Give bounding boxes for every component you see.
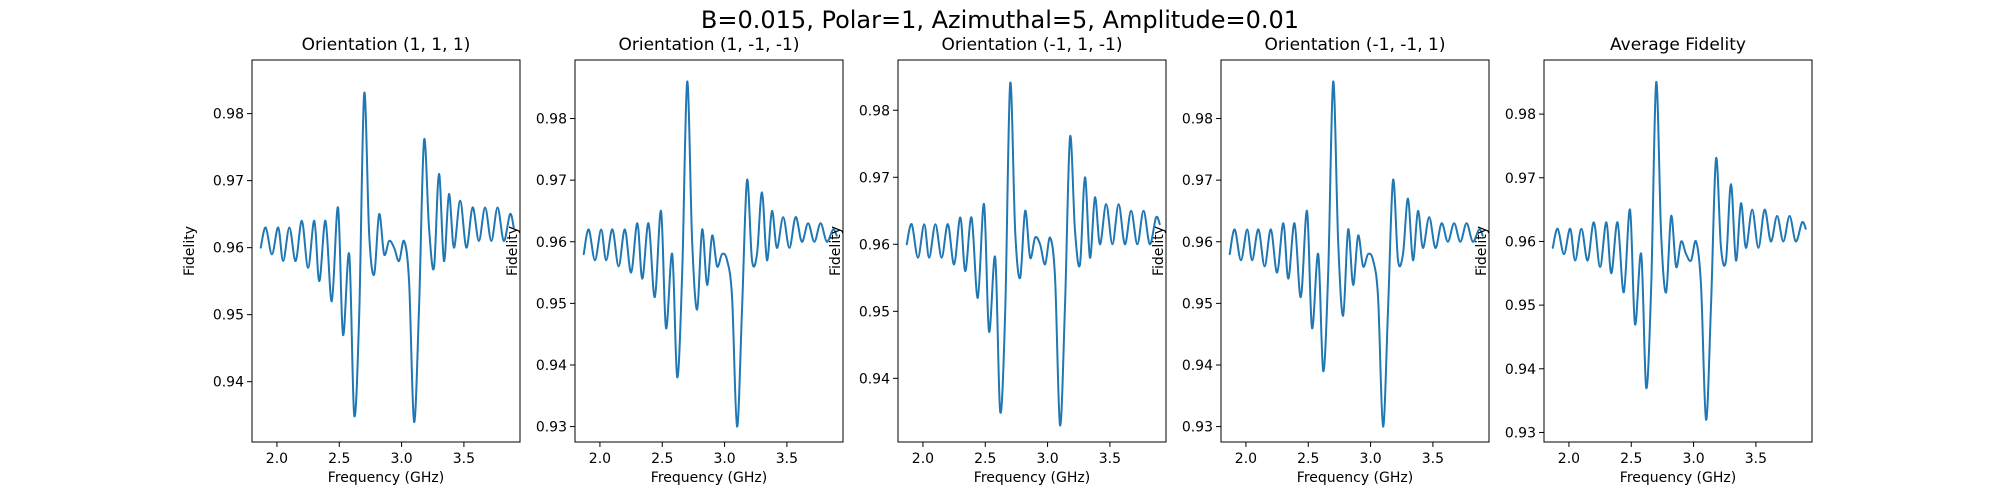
y-tick-label: 0.97 — [536, 173, 567, 189]
y-tick-label: 0.97 — [1182, 173, 1213, 189]
y-tick-label: 0.98 — [859, 103, 890, 119]
fidelity-line-series-1 — [905, 81, 1161, 427]
y-axis-label: Fidelity — [1151, 226, 1167, 276]
subplot-5: Average Fidelity 2.0 2.5 3.0 3.5 0.93 0.94 0.95… — [1474, 35, 1813, 486]
x-tick-label: 2.5 — [1297, 451, 1319, 467]
y-tick-label: 0.94 — [859, 371, 890, 387]
subplot-1: Orientation (1, 1, 1) 2.0 2.5 3.0 3.5 0.94 0.9… — [182, 35, 521, 486]
fidelity-line-series-1 — [1228, 80, 1484, 428]
y-tick-label: 0.94 — [1182, 358, 1213, 374]
y-tick-label: 0.96 — [213, 241, 244, 257]
subplot-title: Average Fidelity — [1610, 35, 1746, 55]
x-tick-label: 3.5 — [776, 451, 798, 467]
axes-frame — [574, 59, 844, 443]
x-tick-label: 3.5 — [1099, 451, 1121, 467]
y-tick-label: 0.94 — [213, 375, 244, 391]
x-axis-label: Frequency (GHz) — [974, 470, 1090, 486]
y-tick-label: 0.94 — [1505, 362, 1536, 378]
y-tick-label: 0.95 — [859, 304, 890, 320]
x-tick-label: 3.5 — [1422, 451, 1444, 467]
x-tick-label: 2.5 — [974, 451, 996, 467]
y-tick-label: 0.98 — [536, 112, 567, 128]
y-axis-label: Fidelity — [182, 226, 198, 276]
subplot-title: Orientation (1, -1, -1) — [619, 35, 800, 55]
fidelity-line-series-1 — [1551, 81, 1807, 421]
y-tick-label: 0.98 — [1182, 112, 1213, 128]
y-tick-label: 0.96 — [859, 237, 890, 253]
x-tick-label: 3.0 — [713, 451, 735, 467]
x-tick-label: 3.0 — [1682, 451, 1704, 467]
figure-title: B=0.015, Polar=1, Azimuthal=5, Amplitude… — [701, 6, 1299, 34]
axes-frame — [897, 59, 1167, 443]
y-tick-label: 0.98 — [213, 107, 244, 123]
axes-frame — [1543, 59, 1813, 443]
x-tick-label: 2.0 — [1558, 451, 1580, 467]
y-axis-label: Fidelity — [505, 226, 521, 276]
x-tick-label: 3.5 — [453, 451, 475, 467]
subplot-2: Orientation (1, -1, -1) 2.0 2.5 3.0 3.5 0.93 0… — [505, 35, 844, 486]
y-tick-label: 0.96 — [1505, 234, 1536, 250]
y-tick-label: 0.95 — [213, 308, 244, 324]
fidelity-line-series-1 — [259, 91, 515, 423]
x-axis-label: Frequency (GHz) — [1620, 470, 1736, 486]
y-tick-label: 0.97 — [1505, 171, 1536, 187]
y-tick-label: 0.94 — [536, 358, 567, 374]
y-tick-label: 0.95 — [1182, 296, 1213, 312]
subplot-title: Orientation (-1, 1, -1) — [942, 35, 1123, 55]
x-tick-label: 3.0 — [1036, 451, 1058, 467]
y-tick-label: 0.93 — [1182, 420, 1213, 436]
x-tick-label: 2.5 — [328, 451, 350, 467]
x-tick-label: 3.5 — [1745, 451, 1767, 467]
y-tick-label: 0.93 — [1505, 425, 1536, 441]
fidelity-line-series-1 — [582, 80, 838, 428]
subplot-title: Orientation (-1, -1, 1) — [1265, 35, 1446, 55]
x-tick-label: 2.5 — [651, 451, 673, 467]
y-tick-label: 0.96 — [536, 235, 567, 251]
y-tick-label: 0.93 — [536, 420, 567, 436]
y-tick-label: 0.95 — [1505, 298, 1536, 314]
x-axis-label: Frequency (GHz) — [1297, 470, 1413, 486]
y-axis-label: Fidelity — [1474, 226, 1490, 276]
subplot-title: Orientation (1, 1, 1) — [302, 35, 471, 55]
x-tick-label: 2.0 — [1235, 451, 1257, 467]
y-tick-label: 0.97 — [213, 174, 244, 190]
y-tick-label: 0.97 — [859, 170, 890, 186]
y-tick-label: 0.96 — [1182, 235, 1213, 251]
x-axis-label: Frequency (GHz) — [328, 470, 444, 486]
subplot-4: Orientation (-1, -1, 1) 2.0 2.5 3.0 3.5 0.93 0… — [1151, 35, 1490, 486]
x-axis-label: Frequency (GHz) — [651, 470, 767, 486]
axes-frame — [251, 59, 521, 443]
x-tick-label: 2.0 — [589, 451, 611, 467]
x-tick-label: 3.0 — [1359, 451, 1381, 467]
y-axis-label: Fidelity — [828, 226, 844, 276]
y-tick-label: 0.98 — [1505, 107, 1536, 123]
x-tick-label: 2.0 — [912, 451, 934, 467]
subplot-grid: Orientation (1, 1, 1) 2.0 2.5 3.0 3.5 0.94 0.9… — [182, 35, 1813, 486]
axes-frame — [1220, 59, 1490, 443]
x-tick-label: 2.5 — [1620, 451, 1642, 467]
x-tick-label: 3.0 — [390, 451, 412, 467]
x-tick-label: 2.0 — [266, 451, 288, 467]
y-tick-label: 0.95 — [536, 296, 567, 312]
subplot-3: Orientation (-1, 1, -1) 2.0 2.5 3.0 3.5 0.94 0… — [828, 35, 1167, 486]
